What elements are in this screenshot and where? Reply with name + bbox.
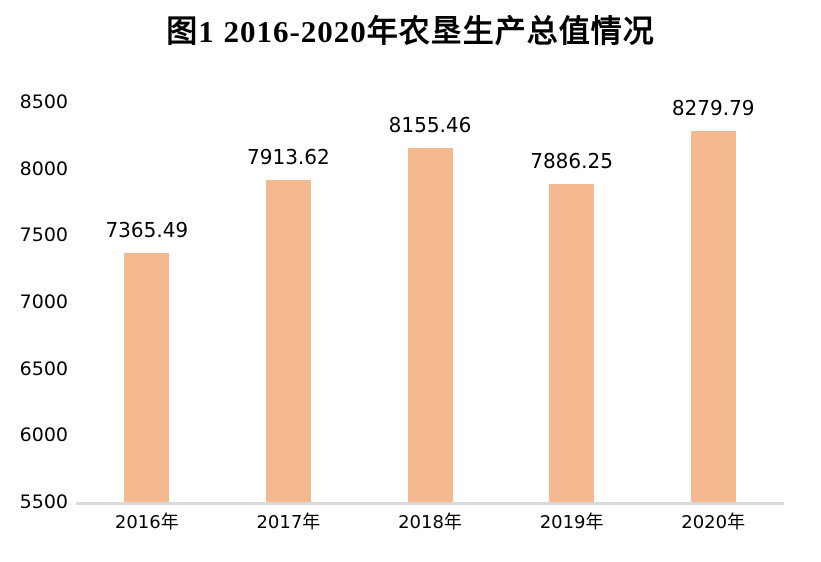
x-axis-tick-label: 2020年 [681, 512, 746, 533]
y-axis-tick-label: 7000 [19, 291, 68, 313]
x-axis-tick-label: 2016年 [114, 512, 179, 533]
x-axis-line [76, 502, 784, 505]
y-axis-tick-label: 7500 [19, 224, 68, 247]
bar [265, 180, 311, 502]
bar-value-label: 7365.49 [105, 218, 189, 243]
y-axis-tick-label: 8000 [19, 157, 68, 180]
x-axis-tick-label: 2019年 [539, 512, 604, 533]
y-axis-tick-label: 8500 [19, 91, 68, 113]
bar-value-label: 7886.25 [530, 148, 613, 173]
bar [549, 183, 595, 502]
x-axis-tick-label: 2017年 [256, 512, 321, 533]
x-axis-tick-label: 2018年 [398, 512, 462, 533]
bar-value-label: 8279.79 [671, 96, 755, 121]
bar-value-label: 8155.46 [388, 112, 472, 137]
y-axis-tick-label: 6500 [19, 357, 68, 380]
bar [124, 253, 170, 502]
chart-title: 图1 2016-2020年农垦生产总值情况 [166, 14, 655, 49]
y-axis-tick-label: 5500 [19, 491, 68, 513]
y-axis-tick-label: 6000 [19, 424, 68, 447]
bar [690, 131, 736, 502]
bar-value-label: 7913.62 [247, 145, 330, 170]
bar [407, 147, 453, 502]
